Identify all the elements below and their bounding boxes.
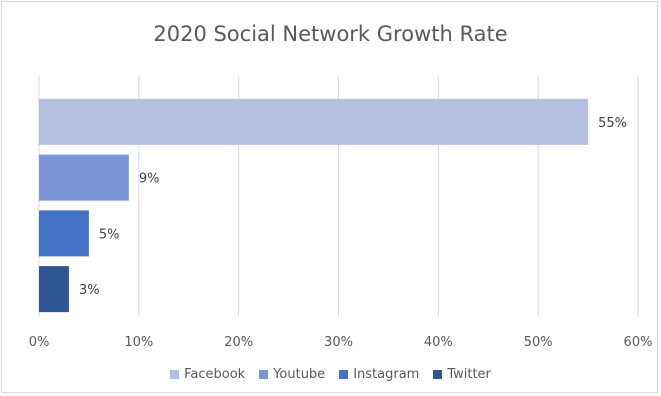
legend-swatch	[259, 370, 269, 379]
bar-twitter	[39, 266, 69, 313]
data-label-facebook: 55%	[598, 116, 627, 131]
data-label-twitter: 3%	[79, 283, 100, 298]
legend-swatch	[170, 370, 180, 379]
data-label-instagram: 5%	[99, 227, 120, 242]
x-tick-label: 10%	[124, 335, 153, 350]
x-tick-label: 20%	[224, 335, 253, 350]
bar-youtube	[39, 154, 129, 201]
x-tick-label: 60%	[624, 335, 653, 350]
x-tick-label: 30%	[324, 335, 353, 350]
data-label-youtube: 9%	[139, 172, 160, 187]
chart-title: 2020 Social Network Growth Rate	[153, 22, 508, 46]
legend-label: Twitter	[447, 367, 491, 382]
legend-item-facebook: Facebook	[170, 367, 245, 382]
x-tick-label: 40%	[424, 335, 453, 350]
legend-item-youtube: Youtube	[259, 367, 325, 382]
legend-label: Youtube	[273, 367, 326, 382]
chart-legend: Facebook Youtube Instagram Twitter	[0, 367, 661, 382]
legend-label: Facebook	[184, 367, 246, 382]
legend-swatch	[339, 370, 349, 379]
legend-label: Instagram	[353, 367, 420, 382]
legend-item-instagram: Instagram	[339, 367, 419, 382]
legend-item-twitter: Twitter	[433, 367, 491, 382]
x-tick-label: 0%	[29, 335, 50, 350]
bar-instagram	[39, 210, 89, 257]
bar-facebook	[39, 98, 589, 145]
legend-swatch	[433, 370, 443, 379]
x-tick-label: 50%	[524, 335, 553, 350]
